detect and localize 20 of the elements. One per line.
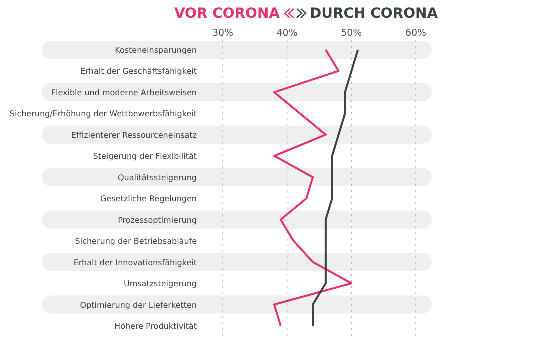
y-tick-label: Höhere Produktivität	[114, 322, 197, 331]
y-tick-label: Steigerung der Flexibilität	[93, 152, 197, 162]
y-tick-label: Sicherung der Betriebsabläufe	[75, 237, 198, 246]
x-tick-label: 30%	[212, 28, 234, 39]
y-tick-label: Gesetzliche Regelungen	[100, 194, 197, 204]
x-tick-label: 40%	[276, 28, 298, 39]
y-tick-label: Kosteneinsparungen	[115, 46, 197, 55]
y-tick-label: Erhalt der Innovationsfähigkeit	[74, 258, 197, 268]
y-tick-label: Optimierung der Lieferketten	[80, 300, 197, 310]
y-tick-label: Qualitätssteigerung	[118, 173, 197, 182]
x-tick-label: 60%	[405, 28, 427, 39]
legend-label: DURCH CORONA	[310, 6, 438, 22]
y-tick-label: Umsatzsteigerung	[124, 280, 197, 289]
y-tick-label: Erhalt der Geschäftsfähigkeit	[80, 67, 197, 76]
y-tick-label: Prozessoptimierung	[118, 216, 197, 225]
y-tick-label: Flexible und moderne Arbeitsweisen	[51, 88, 197, 98]
y-tick-label: Sicherung/Erhöhung der Wettbewerbsfähigkeit	[10, 110, 197, 119]
text: VOR CORONA	[174, 6, 280, 22]
x-tick-label: 50%	[341, 28, 362, 39]
y-tick-label: Effizienterer Ressourceneinsatz	[71, 130, 197, 140]
